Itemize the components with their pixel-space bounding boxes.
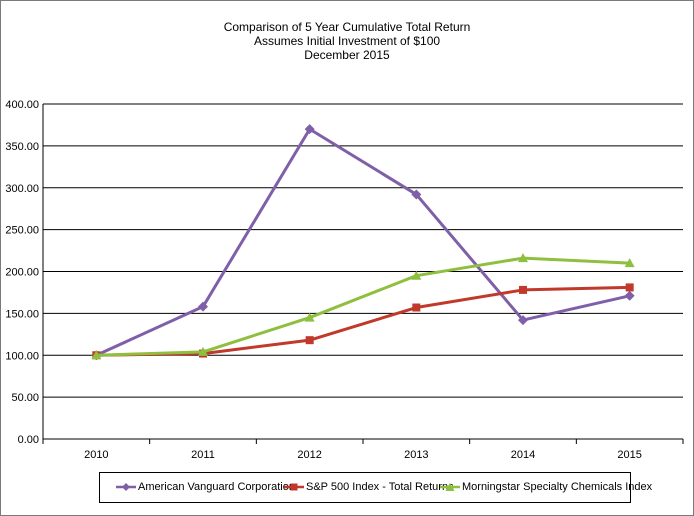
x-tick-label: 2010 xyxy=(84,449,108,461)
x-tick-label: 2012 xyxy=(297,449,321,461)
legend-label: S&P 500 Index - Total Returns xyxy=(306,481,454,493)
legend-marker-square xyxy=(284,483,304,491)
legend: American Vanguard Corporation S&P 500 In… xyxy=(99,472,652,503)
data-point-diamond xyxy=(411,189,422,200)
data-point-square xyxy=(305,336,314,345)
x-tick-label: 2014 xyxy=(511,449,535,461)
data-point-triangle xyxy=(304,312,315,322)
legend-marker-diamond xyxy=(116,483,136,491)
y-tick-label: 400.00 xyxy=(5,99,39,111)
data-point-diamond xyxy=(198,301,208,312)
x-tick-label: 2013 xyxy=(404,449,428,461)
y-tick-label: 0.00 xyxy=(18,434,39,446)
series-line-1 xyxy=(95,127,630,357)
y-tick-label: 200.00 xyxy=(5,267,39,279)
chart-subtitle: Assumes Initial Investment of $100 xyxy=(253,34,441,48)
y-tick-label: 150.00 xyxy=(5,308,39,320)
y-tick-label: 300.00 xyxy=(5,183,39,195)
data-point-diamond xyxy=(624,290,635,301)
data-point-square xyxy=(519,285,527,294)
legend-marker-triangle xyxy=(440,483,460,491)
data-point-triangle xyxy=(518,253,528,263)
y-tick-label: 250.00 xyxy=(5,225,39,237)
data-point-square xyxy=(412,303,421,312)
x-tick-label: 2015 xyxy=(617,449,641,461)
x-tick-label: 2011 xyxy=(191,449,215,461)
data-point-triangle xyxy=(198,346,208,356)
data-point-triangle xyxy=(411,270,422,280)
data-point-diamond xyxy=(518,315,528,326)
data-point-square xyxy=(625,283,634,292)
chart-title: Comparison of 5 Year Cumulative Total Re… xyxy=(223,20,471,34)
chart-title-block: Comparison of 5 Year Cumulative Total Re… xyxy=(0,20,694,62)
y-tick-label: 100.00 xyxy=(5,350,39,362)
chart-date: December 2015 xyxy=(304,48,390,62)
legend-label: Morningstar Specialty Chemicals Index xyxy=(462,481,653,493)
y-tick-label: 50.00 xyxy=(11,392,39,404)
data-point-diamond xyxy=(304,124,315,135)
legend-label: American Vanguard Corporation xyxy=(138,481,295,493)
series-line-3 xyxy=(96,256,630,357)
y-tick-label: 350.00 xyxy=(5,141,39,153)
data-point-triangle xyxy=(624,258,635,268)
data-point-triangle xyxy=(91,350,102,360)
